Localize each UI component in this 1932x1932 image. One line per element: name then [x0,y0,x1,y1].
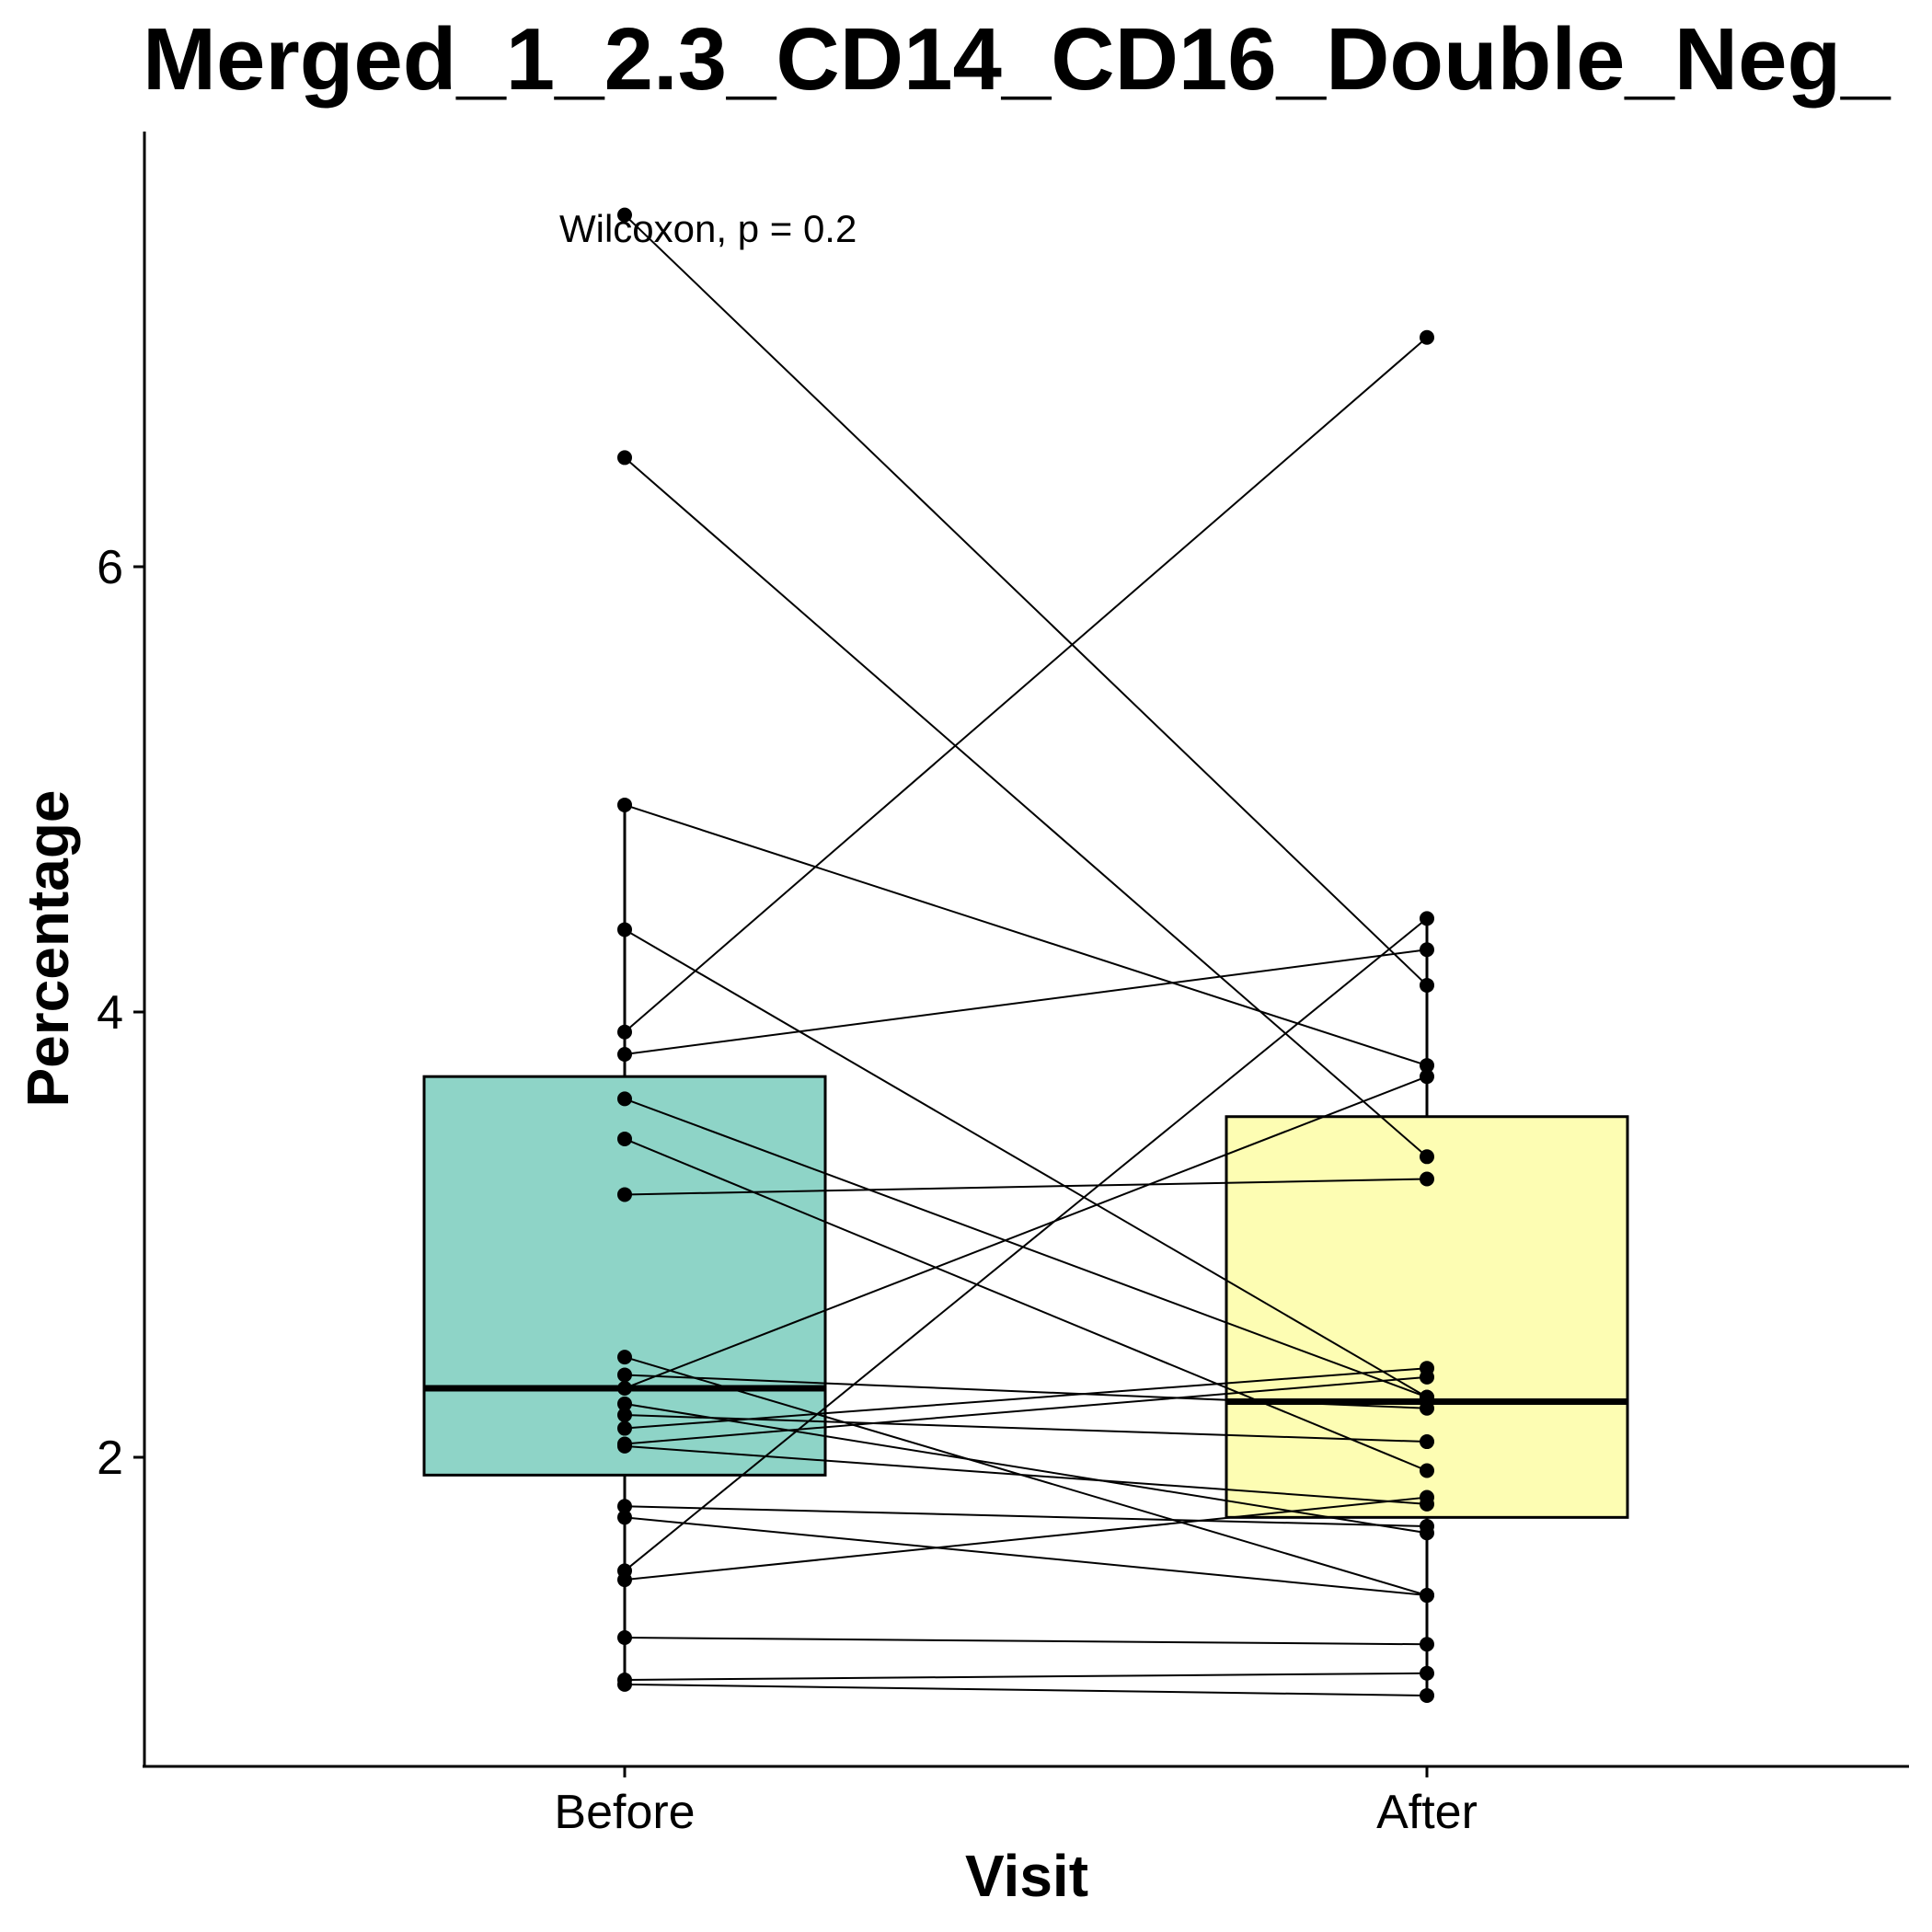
chart-title: Merged_1_2.3_CD14_CD16_Double_Neg_ [143,10,1892,109]
before-point-10 [617,1350,632,1365]
before-point-19 [617,1510,632,1525]
pair-line-7 [624,1098,1428,1398]
before-point-14 [617,1408,632,1423]
pair-line-6 [624,949,1428,1055]
pair-line-17 [624,1444,1428,1505]
pair-lines-layer [624,213,1428,1696]
after-point-18 [1420,1519,1434,1535]
before-point-5 [617,1024,632,1040]
before-point-24 [617,1676,632,1692]
pair-line-18 [624,1505,1428,1528]
after-point-12 [1420,1069,1434,1085]
after-point-6 [1420,942,1434,958]
pair-line-22 [624,1637,1428,1646]
before-point-18 [617,1499,632,1514]
y-tick-label-6: 6 [97,541,123,594]
after-point-1 [1420,977,1434,993]
pair-line-21 [624,1496,1428,1581]
after-point-22 [1420,1637,1434,1652]
before-point-8 [617,1131,632,1146]
after-point-19 [1420,1588,1434,1604]
y-tick-label-2: 2 [97,1432,123,1485]
y-axis-ticks: 2 4 6 [97,541,144,1485]
before-point-17 [617,1438,632,1454]
pair-line-1 [624,213,1428,986]
after-point-14 [1420,1434,1434,1450]
x-tick-label-before: Before [554,1786,695,1839]
after-point-8 [1420,1463,1434,1478]
x-axis-title: Visit [965,1843,1088,1909]
after-point-24 [1420,1687,1434,1703]
after-point-5 [1420,329,1434,345]
after-point-2 [1420,1149,1434,1165]
before-point-2 [617,450,632,466]
x-tick-label-after: After [1376,1786,1478,1839]
pair-line-11 [624,1374,1428,1409]
x-axis-ticks: Before After [554,1766,1478,1839]
y-tick-label-4: 4 [97,986,123,1040]
before-point-22 [617,1630,632,1646]
after-box [1225,1115,1629,1519]
after-point-11 [1420,1400,1434,1416]
pair-line-3 [624,803,1428,1067]
pair-line-8 [624,1138,1428,1472]
pair-line-2 [624,456,1428,1158]
after-point-23 [1420,1665,1434,1681]
before-point-7 [617,1091,632,1107]
before-point-15 [617,1420,632,1436]
before-point-9 [617,1187,632,1202]
pair-line-14 [624,1414,1428,1443]
pair-line-5 [624,336,1428,1033]
after-point-21 [1420,1489,1434,1505]
pair-line-12 [624,1075,1428,1389]
wilcoxon-annotation: Wilcoxon, p = 0.2 [559,207,857,250]
before-point-21 [617,1572,632,1588]
pair-line-20 [624,917,1428,1572]
after-point-3 [1420,1058,1434,1074]
pair-line-19 [624,1516,1428,1597]
pair-line-16 [624,1375,1428,1445]
after-point-7 [1420,1389,1434,1405]
before-point-1 [617,207,632,223]
pair-line-9 [624,1178,1428,1196]
before-point-3 [617,797,632,812]
pair-line-24 [624,1683,1428,1696]
before-point-6 [617,1046,632,1062]
before-point-4 [617,922,632,937]
after-point-9 [1420,1171,1434,1187]
before-point-12 [617,1380,632,1396]
y-axis-title: Percentage [15,789,81,1107]
pair-line-23 [624,1672,1428,1681]
before-point-13 [617,1396,632,1411]
points-layer [617,207,1434,1703]
pair-line-15 [624,1367,1428,1430]
before-point-11 [617,1367,632,1383]
pair-line-4 [624,928,1428,1398]
after-point-20 [1420,911,1434,926]
box-layer [422,804,1629,1696]
pair-line-10 [624,1356,1428,1596]
after-point-16 [1420,1369,1434,1385]
